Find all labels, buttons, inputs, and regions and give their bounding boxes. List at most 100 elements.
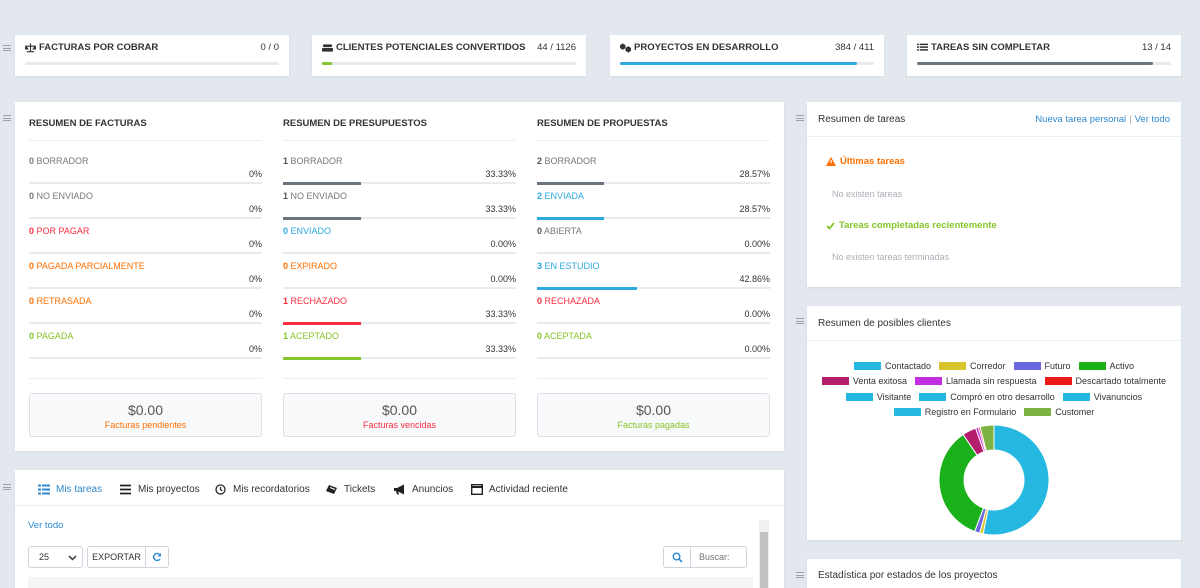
status-percent: 33.33% xyxy=(485,204,516,214)
summary-status-row[interactable]: 0 ACEPTADA 0.00% xyxy=(537,331,770,361)
tab-my-tasks[interactable]: Mis tareas xyxy=(38,484,102,495)
search-input[interactable] xyxy=(690,546,747,568)
page-size-select[interactable]: 25 xyxy=(28,546,83,568)
summary-status-row[interactable]: 1 ACEPTADO 33.33% xyxy=(283,331,516,361)
legend-item[interactable]: Contactado xyxy=(853,361,931,371)
status-name: ENVIADO xyxy=(290,226,332,236)
donut-slice-contactado[interactable] xyxy=(982,424,1050,536)
summary-bottom-divider xyxy=(283,378,516,379)
status-count: 0 xyxy=(283,261,289,271)
scrollbar-track[interactable] xyxy=(759,520,769,588)
donut-slice-customer[interactable] xyxy=(979,424,995,452)
legend-swatch xyxy=(1013,362,1041,370)
status-name: ABIERTA xyxy=(544,226,582,236)
stat-card-leads-converted[interactable]: CLIENTES POTENCIALES CONVERTIDOS 44 / 11… xyxy=(312,35,586,76)
export-button[interactable]: EXPORTAR xyxy=(87,546,146,568)
summary-status-row[interactable]: 1 NO ENVIADO 33.33% xyxy=(283,191,516,221)
total-amount: $0.00 xyxy=(635,402,672,418)
status-percent: 33.33% xyxy=(485,169,516,179)
legend-item[interactable]: Compró en otro desarrollo xyxy=(919,392,1055,402)
donut-slice-activo[interactable] xyxy=(938,433,985,533)
status-name: POR PAGAR xyxy=(36,226,90,236)
legend-item[interactable]: Activo xyxy=(1078,361,1135,371)
status-progress-track xyxy=(537,252,770,254)
view-all-link[interactable]: Ver todo xyxy=(28,520,64,531)
summary-status-row[interactable]: 2 BORRADOR 28.57% xyxy=(537,156,770,186)
status-label: 1 ACEPTADO xyxy=(283,331,339,341)
summary-status-row[interactable]: 0 POR PAGAR 0% xyxy=(29,226,262,256)
total-amount: $0.00 xyxy=(381,402,418,418)
drag-handle-leads[interactable] xyxy=(796,318,804,324)
tab-label: Mis proyectos xyxy=(138,484,200,495)
summary-status-row[interactable]: 2 ENVIADA 28.57% xyxy=(537,191,770,221)
legend-label: Contactado xyxy=(884,361,931,371)
stat-card-invoices[interactable]: FACTURAS POR COBRAR 0 / 0 xyxy=(15,35,289,76)
users-icon xyxy=(322,43,333,52)
stat-card-tasks[interactable]: TAREAS SIN COMPLETAR 13 / 14 xyxy=(907,35,1181,76)
summary-column-title: RESUMEN DE FACTURAS xyxy=(29,118,147,129)
status-progress-track xyxy=(29,322,262,324)
drag-handle-projects[interactable] xyxy=(796,572,804,578)
drag-handle-bottom[interactable] xyxy=(3,484,11,490)
legend-item[interactable]: Corredor xyxy=(939,361,1006,371)
drag-handle-tasks[interactable] xyxy=(796,115,804,121)
stat-title: PROYECTOS EN DESARROLLO xyxy=(634,42,779,53)
summary-status-row[interactable]: 0 EXPIRADO 0.00% xyxy=(283,261,516,291)
warning-icon xyxy=(826,157,836,166)
summary-status-row[interactable]: 0 BORRADOR 0% xyxy=(29,156,262,186)
total-label: Facturas pagadas xyxy=(617,420,690,430)
status-count: 1 xyxy=(283,156,289,166)
tab-tickets[interactable]: Tickets xyxy=(326,484,375,495)
scrollbar-thumb[interactable] xyxy=(760,532,768,588)
stat-count: 13 / 14 xyxy=(1141,42,1171,53)
status-progress-track xyxy=(283,216,516,220)
stat-progress-fill xyxy=(917,62,1153,65)
new-personal-task-link[interactable]: Nueva tarea personal xyxy=(1035,114,1127,125)
summary-status-row[interactable]: 0 RETRASADA 0% xyxy=(29,296,262,326)
status-progress-fill xyxy=(283,181,361,185)
drag-handle-stats[interactable] xyxy=(3,45,11,51)
legend-label: Activo xyxy=(1109,361,1135,371)
summary-status-row[interactable]: 0 PAGADA 0% xyxy=(29,331,262,361)
summary-status-row[interactable]: 0 RECHAZADA 0.00% xyxy=(537,296,770,326)
tab-my-projects[interactable]: Mis proyectos xyxy=(120,484,200,495)
tab-my-reminders[interactable]: Mis recordatorios xyxy=(215,484,310,495)
legend-item[interactable]: Visitante xyxy=(845,392,911,402)
tab-announcements[interactable]: Anuncios xyxy=(394,484,453,495)
reload-button[interactable] xyxy=(145,546,169,568)
summary-column-title: RESUMEN DE PROPUESTAS xyxy=(537,118,668,129)
legend-item[interactable]: Venta exitosa xyxy=(821,376,907,386)
status-count: 1 xyxy=(283,296,289,306)
summary-status-row[interactable]: 1 RECHAZADO 33.33% xyxy=(283,296,516,326)
summary-total-box: $0.00 Facturas pagadas xyxy=(537,393,770,437)
legend-item[interactable]: Futuro xyxy=(1013,361,1071,371)
legend-item[interactable]: Vivanuncios xyxy=(1062,392,1142,402)
status-progress-track xyxy=(283,287,516,289)
stat-card-projects[interactable]: PROYECTOS EN DESARROLLO 384 / 411 xyxy=(610,35,884,76)
summary-status-row[interactable]: 0 ENVIADO 0.00% xyxy=(283,226,516,256)
legend-item[interactable]: Registro en Formulario xyxy=(893,407,1017,417)
status-count: 0 xyxy=(537,331,543,341)
legend-item[interactable]: Descartado totalmente xyxy=(1044,376,1166,386)
summary-status-row[interactable]: 0 PAGADA PARCIALMENTE 0% xyxy=(29,261,262,291)
status-progress-fill xyxy=(283,216,361,220)
summary-status-row[interactable]: 0 ABIERTA 0.00% xyxy=(537,226,770,256)
stat-count: 384 / 411 xyxy=(835,42,874,53)
legend-item[interactable]: Customer xyxy=(1024,407,1094,417)
summary-status-row[interactable]: 3 EN ESTUDIO 42.86% xyxy=(537,261,770,291)
legend-item[interactable]: Llamada sin respuesta xyxy=(914,376,1037,386)
tab-recent-activity[interactable]: Actividad reciente xyxy=(471,484,568,495)
legend-label: Registro en Formulario xyxy=(924,407,1017,417)
tab-label: Mis recordatorios xyxy=(233,484,310,495)
summary-status-row[interactable]: 1 BORRADOR 33.33% xyxy=(283,156,516,186)
search-button[interactable] xyxy=(663,546,691,568)
legend-swatch xyxy=(919,393,947,401)
summary-status-row[interactable]: 0 NO ENVIADO 0% xyxy=(29,191,262,221)
status-count: 0 xyxy=(29,226,35,236)
summary-total-box: $0.00 Facturas pendientes xyxy=(29,393,262,437)
view-all-tasks-link[interactable]: Ver todo xyxy=(1134,114,1170,125)
status-name: ENVIADA xyxy=(544,191,585,201)
status-label: 1 RECHAZADO xyxy=(283,296,347,306)
drag-handle-summary[interactable] xyxy=(3,115,11,121)
search-icon xyxy=(672,552,683,563)
